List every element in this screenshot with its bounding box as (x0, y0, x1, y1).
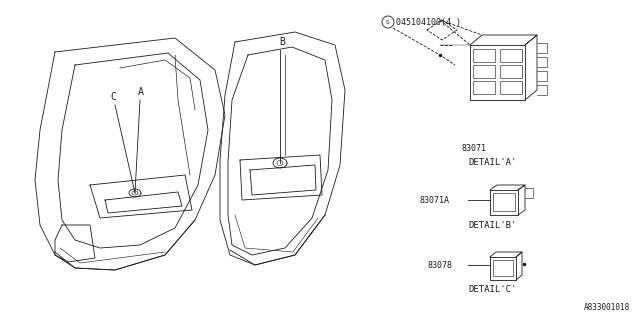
Bar (493, 260, 513, 276)
Text: DETAIL'C': DETAIL'C' (469, 285, 517, 294)
Text: C: C (110, 92, 116, 102)
Text: B: B (279, 37, 285, 47)
Text: 83071A: 83071A (420, 196, 450, 204)
Text: DETAIL'B': DETAIL'B' (469, 220, 517, 229)
Bar (473, 65, 495, 78)
Text: 045104100(4 ): 045104100(4 ) (396, 18, 461, 27)
Bar (500, 65, 522, 78)
Bar (500, 49, 522, 62)
Bar (493, 193, 515, 211)
Bar (500, 81, 522, 94)
Text: 83071: 83071 (462, 143, 487, 153)
Text: DETAIL'A': DETAIL'A' (469, 157, 517, 166)
Bar (473, 81, 495, 94)
Bar (473, 49, 495, 62)
Text: 83078: 83078 (428, 260, 453, 269)
Text: A: A (138, 87, 144, 97)
Text: S: S (386, 20, 390, 25)
Text: A833001018: A833001018 (584, 303, 630, 312)
